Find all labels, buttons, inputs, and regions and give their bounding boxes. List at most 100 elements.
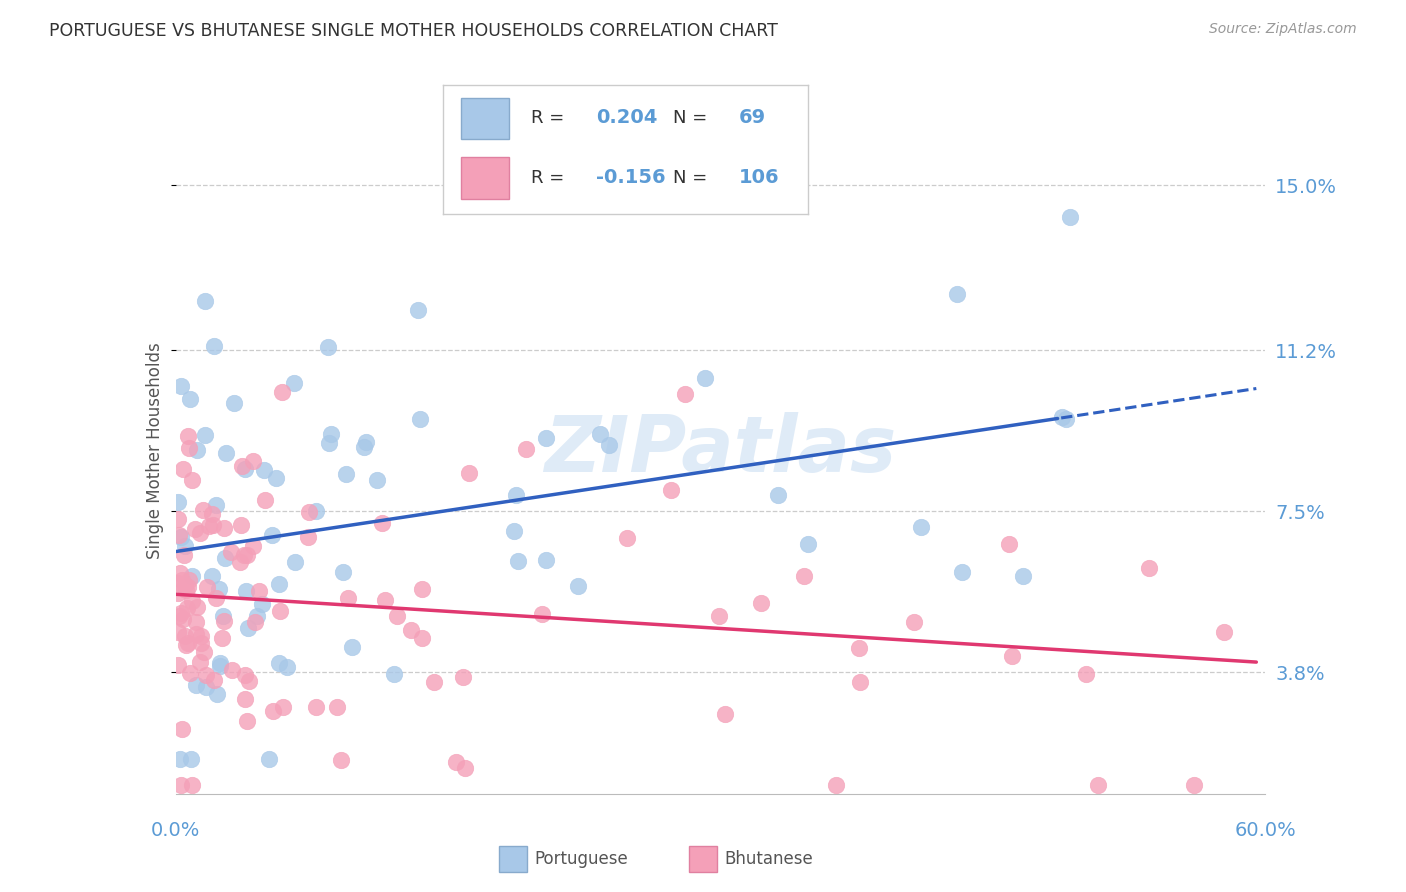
Point: [273, 699, 295, 714]
Point: [454, 761, 477, 775]
Point: [534, 552, 557, 566]
Point: [173, 578, 195, 592]
Point: [335, 467, 357, 481]
Point: [211, 631, 233, 645]
Point: [444, 755, 467, 769]
Text: 0.204: 0.204: [596, 108, 658, 128]
Point: [253, 493, 276, 508]
Point: [212, 609, 235, 624]
Text: 106: 106: [740, 169, 779, 187]
Text: R =: R =: [530, 109, 569, 127]
Point: [184, 678, 207, 692]
Point: [534, 431, 557, 445]
Point: [169, 566, 191, 580]
Text: Bhutanese: Bhutanese: [724, 850, 813, 868]
Point: [336, 591, 359, 606]
Point: [766, 488, 789, 502]
Point: [167, 528, 190, 542]
Text: -0.156: -0.156: [596, 169, 666, 187]
Point: [198, 519, 221, 533]
Point: [231, 458, 253, 473]
Point: [247, 584, 270, 599]
Point: [598, 438, 620, 452]
Point: [181, 473, 204, 487]
Point: [191, 503, 214, 517]
Text: N =: N =: [673, 109, 713, 127]
Point: [1001, 648, 1024, 663]
Point: [195, 680, 218, 694]
Point: [180, 752, 202, 766]
Point: [409, 411, 432, 425]
Point: [208, 659, 231, 673]
Text: R =: R =: [530, 169, 569, 186]
Point: [205, 687, 228, 701]
Point: [235, 692, 257, 706]
Point: [297, 530, 319, 544]
Point: [423, 674, 446, 689]
Text: 60.0%: 60.0%: [1234, 822, 1296, 840]
Point: [166, 511, 188, 525]
Point: [172, 612, 194, 626]
Point: [515, 442, 537, 457]
Point: [321, 427, 343, 442]
Text: 69: 69: [740, 108, 766, 128]
Point: [177, 441, 200, 455]
Point: [212, 521, 235, 535]
Point: [458, 466, 481, 480]
Point: [1137, 561, 1160, 575]
Point: [236, 714, 259, 729]
Point: [166, 625, 188, 640]
Point: [910, 520, 932, 534]
Point: [170, 379, 193, 393]
Point: [382, 667, 405, 681]
Point: [169, 778, 191, 792]
Point: [353, 440, 375, 454]
Point: [166, 586, 188, 600]
Point: [269, 656, 291, 670]
Point: [370, 516, 392, 530]
Point: [170, 606, 193, 620]
Point: [903, 615, 925, 629]
Point: [284, 556, 307, 570]
Point: [229, 555, 252, 569]
Point: [262, 704, 284, 718]
Point: [166, 495, 188, 509]
Point: [242, 454, 264, 468]
Point: [1054, 412, 1077, 426]
Point: [245, 615, 267, 630]
Point: [229, 518, 252, 533]
Point: [659, 483, 682, 498]
Point: [205, 498, 228, 512]
Point: [236, 548, 259, 562]
Point: [257, 752, 280, 766]
Point: [242, 539, 264, 553]
Point: [332, 565, 354, 579]
Point: [616, 531, 638, 545]
Point: [208, 656, 231, 670]
Point: [589, 426, 612, 441]
Point: [326, 699, 349, 714]
Point: [194, 294, 217, 309]
Point: [201, 569, 224, 583]
Point: [177, 573, 200, 587]
FancyBboxPatch shape: [461, 157, 509, 199]
Point: [208, 582, 231, 596]
Point: [179, 666, 201, 681]
Point: [183, 521, 205, 535]
Point: [305, 699, 328, 714]
Point: [219, 544, 242, 558]
Point: [184, 615, 207, 630]
Point: [276, 659, 298, 673]
Point: [169, 531, 191, 545]
Point: [170, 723, 193, 737]
Point: [190, 635, 212, 649]
Point: [186, 600, 208, 615]
Point: [186, 627, 208, 641]
Point: [1050, 410, 1073, 425]
Point: [222, 396, 245, 410]
Point: [173, 548, 195, 562]
Point: [298, 505, 321, 519]
Point: [205, 591, 228, 605]
Text: PORTUGUESE VS BHUTANESE SINGLE MOTHER HOUSEHOLDS CORRELATION CHART: PORTUGUESE VS BHUTANESE SINGLE MOTHER HO…: [49, 22, 778, 40]
Point: [849, 674, 872, 689]
